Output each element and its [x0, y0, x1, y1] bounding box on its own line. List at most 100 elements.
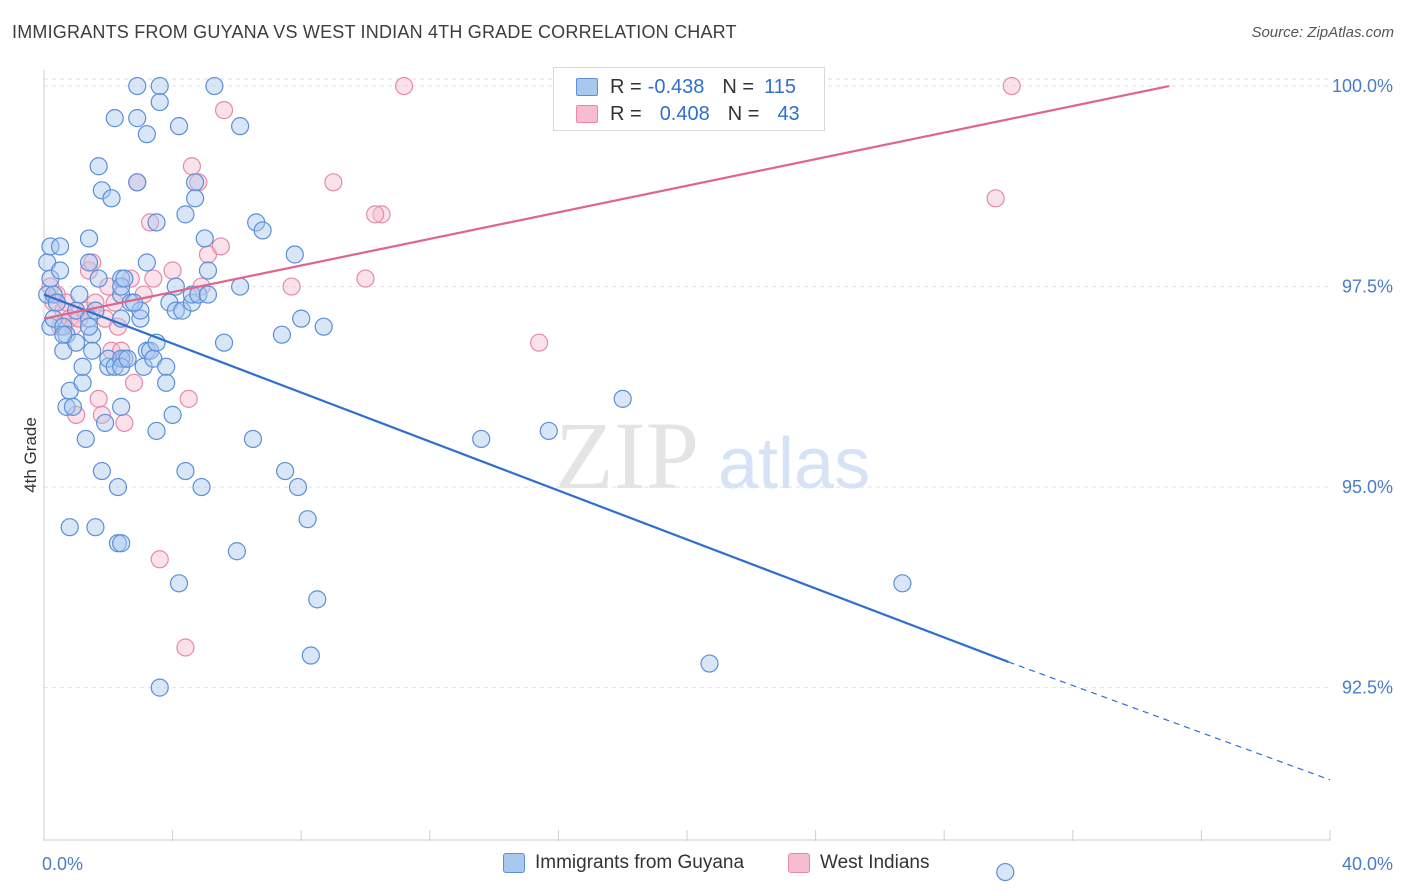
y-tick-label: 97.5% [1342, 277, 1393, 297]
guyana-point [198, 285, 218, 304]
westindian-point [176, 638, 195, 657]
guyana-point [150, 76, 169, 96]
guyana-point [186, 189, 205, 208]
westindian-point [179, 389, 198, 408]
guyana-point [147, 421, 166, 441]
guyana-point [227, 542, 246, 561]
chart-title: IMMIGRANTS FROM GUYANA VS WEST INDIAN 4T… [12, 22, 737, 42]
y-tick-label: 95.0% [1342, 477, 1393, 497]
source-credit: Source: ZipAtlas.com [1251, 24, 1394, 41]
guyana-point [700, 654, 719, 673]
legend-row-guyana: R = -0.438 N = 115 [576, 75, 796, 99]
guyana-point [272, 325, 292, 344]
x-tick-label-max: 40.0% [1342, 854, 1393, 874]
guyana-point [105, 109, 124, 128]
westindian-point [214, 101, 234, 120]
series-legend: Immigrants from Guyana West Indians [0, 852, 1406, 878]
guyana-point [79, 253, 99, 272]
guyana-point [169, 574, 189, 593]
guyana-point [50, 261, 70, 280]
guyana-point [285, 245, 304, 264]
guyana-point [166, 301, 185, 320]
guyana-point [157, 373, 176, 392]
westindian-point [89, 389, 108, 408]
x-tick-label-min: 0.0% [42, 854, 83, 874]
guyana-point [137, 125, 156, 144]
guyana-point [128, 173, 147, 192]
guyana-point [253, 221, 272, 240]
westindian-point [140, 213, 160, 232]
guyana-point [118, 349, 137, 368]
legend-n-label: N = [727, 102, 760, 125]
guyana-trend-extension [1008, 661, 1331, 781]
westindian-point [324, 173, 343, 192]
guyana-point [192, 477, 211, 497]
guyana-point [67, 333, 86, 352]
guyana-point [54, 325, 73, 344]
guyana-point [157, 357, 176, 376]
legend-n-value: 115 [764, 75, 796, 98]
guyana-point [89, 157, 108, 176]
guyana-point [288, 477, 308, 497]
guyana-point [112, 534, 131, 553]
guyana-point [63, 397, 83, 416]
guyana-point [147, 213, 166, 232]
guyana-point [472, 429, 491, 449]
guyana-point [79, 229, 99, 248]
westindian-point [356, 269, 375, 288]
y-axis-label: 4th Grade [21, 417, 40, 493]
westindian-point [530, 333, 549, 352]
legend-item-westindian[interactable]: West Indians [788, 852, 929, 874]
guyana-point [112, 397, 131, 416]
guyana-point [195, 229, 214, 248]
guyana-points [38, 76, 1015, 882]
legend-item-guyana[interactable]: Immigrants from Guyana [503, 852, 744, 874]
guyana-point [89, 269, 108, 288]
stats-legend: R = -0.438 N = 115 R = 0.408 N = 43 [553, 67, 825, 131]
guyana-point [243, 429, 263, 449]
westindian-point [986, 189, 1005, 208]
westindian-point [1002, 76, 1021, 96]
westindian-point [182, 157, 201, 176]
westindian-point [163, 261, 182, 280]
guyana-point [73, 373, 92, 392]
y-tick-label: 100.0% [1332, 76, 1393, 96]
grid-lines [44, 78, 1330, 689]
guyana-point [76, 429, 95, 449]
legend-label-westindian: West Indians [820, 852, 930, 873]
westindian-point [366, 205, 385, 224]
guyana-point [137, 253, 156, 272]
guyana-point [86, 518, 105, 537]
guyana-point [539, 421, 558, 441]
guyana-point [150, 678, 169, 697]
legend-label-guyana: Immigrants from Guyana [535, 852, 745, 873]
legend-swatch-guyana [503, 853, 525, 873]
westindian-point [150, 550, 169, 569]
westindian-points [41, 76, 1021, 657]
guyana-point [83, 341, 102, 360]
guyana-point [128, 109, 147, 128]
guyana-point [214, 333, 234, 352]
guyana-point [893, 574, 912, 593]
guyana-point [163, 405, 182, 424]
guyana-point [150, 92, 169, 112]
legend-n-label: N = [722, 75, 755, 98]
guyana-point [231, 117, 250, 136]
guyana-point [79, 317, 99, 336]
guyana-point [186, 173, 205, 192]
guyana-point [60, 518, 79, 537]
guyana-point [50, 237, 70, 256]
legend-swatch-westindian [576, 105, 598, 123]
legend-r-value: 0.408 [659, 102, 710, 125]
guyana-point [102, 189, 121, 208]
guyana-point [314, 317, 333, 336]
westindian-point [115, 413, 134, 433]
guyana-point [298, 510, 317, 529]
guyana-point [169, 117, 189, 136]
legend-r-value: -0.438 [647, 75, 705, 98]
westindian-point [211, 237, 230, 256]
guyana-point [115, 269, 134, 288]
guyana-point [308, 590, 327, 609]
guyana-point [70, 285, 89, 304]
